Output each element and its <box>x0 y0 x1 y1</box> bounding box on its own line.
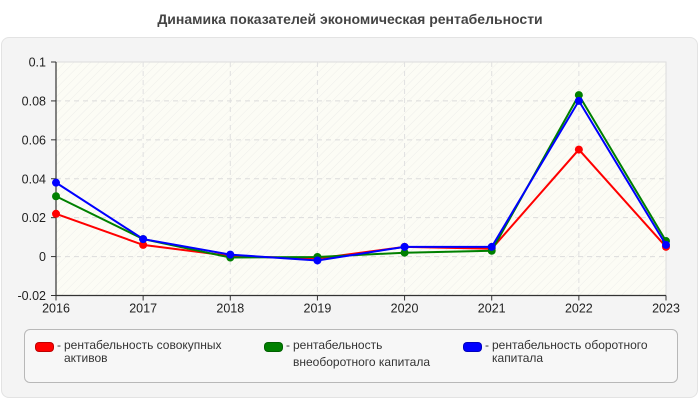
svg-text:2020: 2020 <box>391 302 419 316</box>
data-series <box>52 91 670 265</box>
chart-title: Динамика показателей экономическая рента… <box>157 11 543 27</box>
legend-swatch-red <box>35 342 54 352</box>
legend-dash: - <box>485 338 489 352</box>
legend-label: рентабельность внеоборотного капитала <box>293 338 430 369</box>
svg-text:2018: 2018 <box>216 302 244 316</box>
legend-label: рентабельность оборотного капитала <box>492 338 648 365</box>
svg-text:2017: 2017 <box>129 302 157 316</box>
svg-text:2021: 2021 <box>478 302 506 316</box>
legend-swatch-green <box>264 342 283 352</box>
svg-text:0.06: 0.06 <box>22 133 46 147</box>
svg-text:0.1: 0.1 <box>29 56 46 70</box>
svg-text:0.04: 0.04 <box>22 172 46 186</box>
line-chart: -0.02 0 0.02 0.04 0.06 0.08 0.1 2016 2017 2018 201… <box>18 56 680 316</box>
legend-dash: - <box>57 338 61 352</box>
svg-text:2023: 2023 <box>652 302 680 316</box>
legend-item-total-assets[interactable]: - рентабельность совокупных активов <box>35 339 222 365</box>
legend-dash: - <box>286 338 290 352</box>
legend-label: рентабельность совокупных активов <box>64 338 222 365</box>
legend-item-working-capital[interactable]: - рентабельность оборотного капитала <box>463 339 648 365</box>
gridlines <box>56 62 666 296</box>
legend-item-noncurrent-capital[interactable]: - рентабельность внеоборотного капитала <box>264 338 430 371</box>
axes: -0.02 0 0.02 0.04 0.06 0.08 0.1 2016 2017 2018 201… <box>18 56 680 316</box>
svg-text:0.08: 0.08 <box>22 94 46 108</box>
svg-text:0.02: 0.02 <box>22 211 46 225</box>
legend-swatch-blue <box>463 342 482 352</box>
svg-text:-0.02: -0.02 <box>18 289 47 303</box>
svg-text:2019: 2019 <box>304 302 332 316</box>
svg-text:2016: 2016 <box>42 302 70 316</box>
svg-text:0: 0 <box>39 250 46 264</box>
legend: - рентабельность совокупных активов - ре… <box>24 329 678 383</box>
svg-text:2022: 2022 <box>565 302 593 316</box>
